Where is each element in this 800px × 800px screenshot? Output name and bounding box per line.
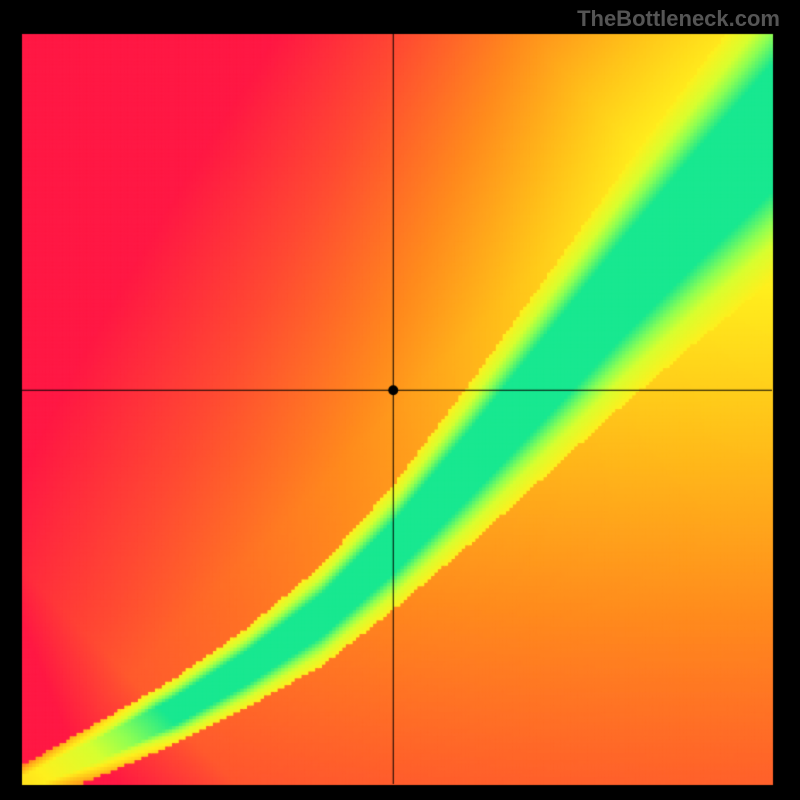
heatmap-canvas [0, 0, 800, 800]
watermark-text: TheBottleneck.com [577, 6, 780, 32]
chart-container: TheBottleneck.com [0, 0, 800, 800]
